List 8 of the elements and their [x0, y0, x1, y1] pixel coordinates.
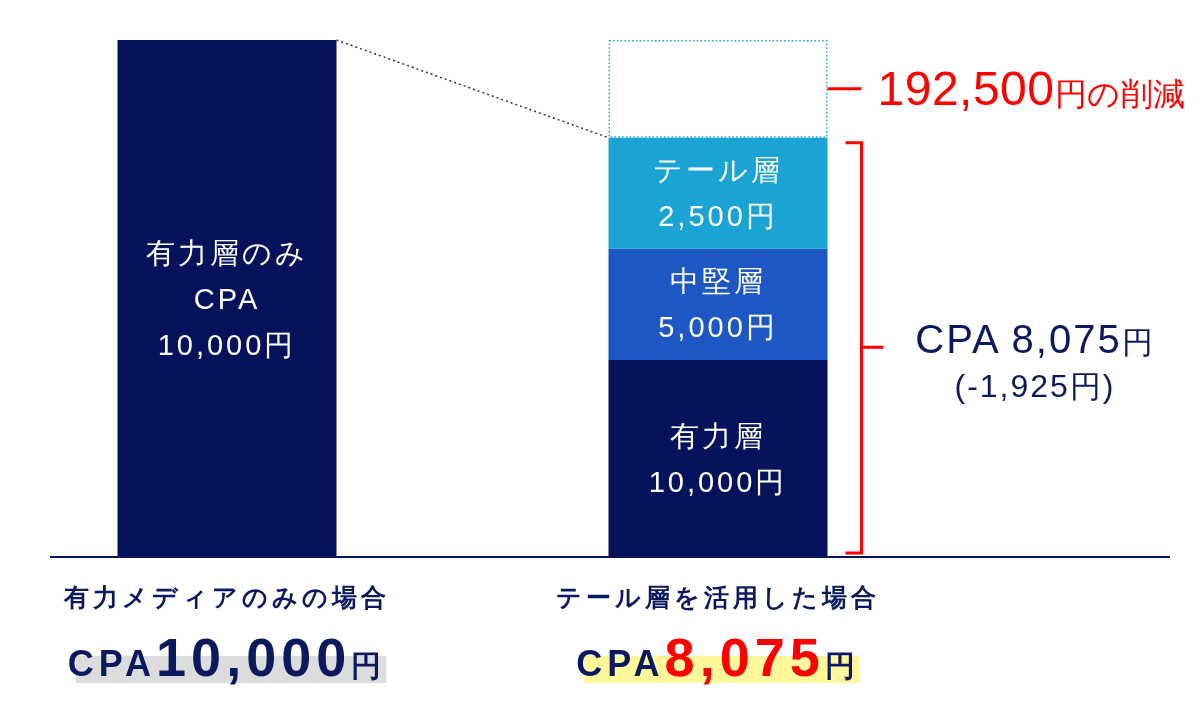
series-name: 192,500円の削減 — [877, 61, 1186, 115]
annotation: CPA 8,075円 (-1,925円) — [915, 317, 1155, 405]
series-name: テール層 2,500円 — [653, 154, 783, 233]
x-tick-label: 有力メディアのみの場合 — [63, 583, 390, 611]
x-tick-label: テール層を活用した場合 — [556, 583, 880, 611]
series-name: 有力層のみ CPA 10,000円 — [146, 236, 308, 361]
series-name: 中堅層 5,000円 — [658, 265, 778, 344]
series-name: 有力層 10,000円 — [648, 419, 788, 498]
